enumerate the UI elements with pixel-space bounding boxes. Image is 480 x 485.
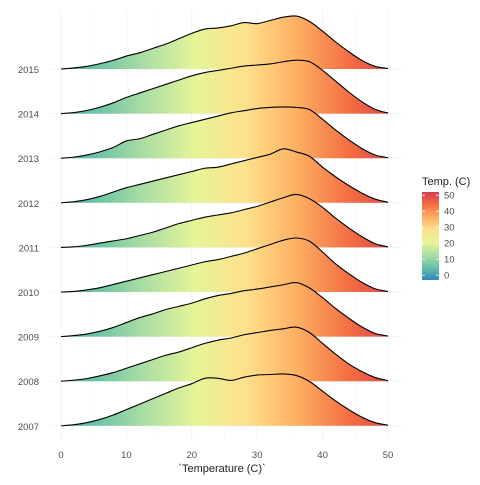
ridge-line xyxy=(60,326,389,382)
legend-ticks: 50 40 30 20 10 0 xyxy=(422,191,455,282)
ridge-line xyxy=(60,15,389,70)
x-tick-label: 10 xyxy=(121,450,132,461)
legend-tick-label: 50 xyxy=(444,191,455,202)
ridge-2015 xyxy=(60,15,389,70)
ridge-area xyxy=(61,60,388,114)
ridge-area xyxy=(61,194,388,248)
x-tick-label: 20 xyxy=(187,450,198,461)
y-axis: 2007 2008 2009 2010 2011 2012 2013 2014 2015 xyxy=(18,65,39,433)
ridge-line xyxy=(60,148,389,204)
ridge-area xyxy=(61,237,388,292)
legend-tick-label: 0 xyxy=(444,271,449,282)
ridge-area xyxy=(61,106,388,159)
y-tick-label: 2009 xyxy=(18,333,39,344)
ridge-area xyxy=(61,148,388,203)
ridge-line xyxy=(60,237,389,293)
y-tick-label: 2013 xyxy=(18,154,39,165)
ridge-area xyxy=(61,15,388,69)
y-tick-label: 2008 xyxy=(18,377,39,388)
legend-tick-label: 40 xyxy=(444,207,455,218)
ridge-2014 xyxy=(60,59,389,115)
ridge-line xyxy=(60,373,389,427)
y-tick-label: 2007 xyxy=(18,422,39,433)
ridge-line xyxy=(60,193,389,248)
ridge-2013 xyxy=(60,106,389,159)
ridge-area xyxy=(61,373,388,426)
ridge-area xyxy=(61,282,388,337)
legend-tick-label: 20 xyxy=(444,239,455,250)
ridge-line xyxy=(60,59,389,115)
x-tick-label: 30 xyxy=(252,450,263,461)
y-tick-label: 2015 xyxy=(18,65,39,76)
legend: Temp. (C) 50 40 30 20 10 0 xyxy=(422,176,470,282)
legend-tick-label: 30 xyxy=(444,223,455,234)
ridge-area xyxy=(61,327,388,382)
x-axis-label: `Temperature (C)` xyxy=(178,463,265,475)
ridge-2011 xyxy=(60,193,389,248)
legend-color-bar xyxy=(422,192,439,280)
ridge-line xyxy=(60,106,389,159)
ridge-2009 xyxy=(60,281,389,338)
y-tick-label: 2010 xyxy=(18,288,39,299)
x-tick-label: 50 xyxy=(383,450,394,461)
ridge-2008 xyxy=(60,326,389,382)
legend-title: Temp. (C) xyxy=(422,176,470,188)
ridge-2010 xyxy=(60,237,389,293)
y-tick-label: 2014 xyxy=(18,110,39,121)
ridge-line xyxy=(60,281,389,338)
y-tick-label: 2011 xyxy=(19,243,39,254)
legend-tick-label: 10 xyxy=(444,255,455,266)
y-tick-label: 2012 xyxy=(18,199,39,210)
x-tick-label: 40 xyxy=(317,450,328,461)
x-axis: 0 10 20 30 40 50 xyxy=(58,450,393,461)
x-tick-label: 0 xyxy=(58,450,63,461)
ridges xyxy=(60,15,389,427)
ridge-2007 xyxy=(60,373,389,427)
ridge-2012 xyxy=(60,148,389,204)
